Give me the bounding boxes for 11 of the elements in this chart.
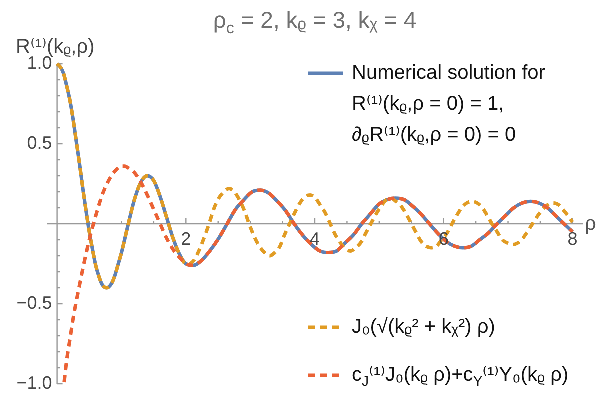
- y-tick-label: 0.5: [27, 132, 52, 153]
- x-tick-label: 4: [310, 228, 320, 249]
- legend-label: Numerical solution for R⁽¹⁾(kᵨ,ρ = 0) = 1, ∂ᵨR⁽¹⁾(kᵨ,ρ = 0) = 0: [352, 61, 546, 148]
- x-tick-label: 2: [181, 228, 192, 249]
- x-axis-title: ρ: [585, 212, 596, 237]
- chart-title: ρ$_{c}$ = 2, kᵨ = 3, kᵪ = 4: [212, 6, 418, 38]
- legend-label: J₀(√(kᵨ² + kᵪ²) ρ): [352, 314, 496, 340]
- legend-label: c$_{J}$⁽¹⁾J₀(kᵨ ρ)+c$_{Y}$⁽¹⁾Y₀(kᵨ ρ): [352, 362, 569, 390]
- x-tick-label: 8: [568, 228, 578, 249]
- y-tick-label: −0.5: [16, 292, 52, 313]
- y-tick-label: −1.0: [16, 372, 52, 393]
